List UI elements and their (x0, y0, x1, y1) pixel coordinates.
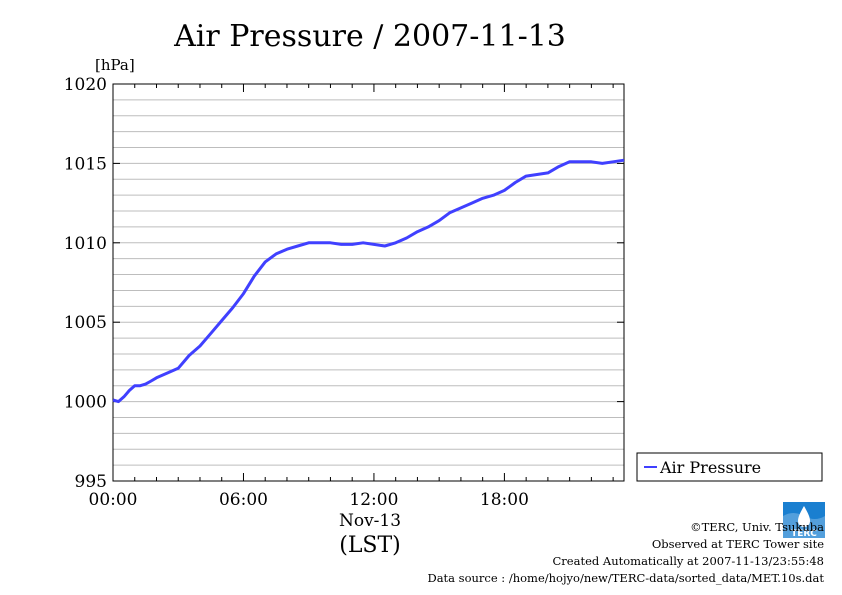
y-tick-label: 1020 (64, 75, 107, 95)
y-tick-label: 995 (75, 472, 107, 492)
footer-copyright: ©TERC, Univ. Tsukuba (690, 520, 824, 534)
x-axis-ticks: 00:00 06:00 12:00 18:00 (89, 84, 614, 510)
logo-text: TERC (791, 529, 817, 538)
footer-source: Data source : /home/hojyo/new/TERC-data/… (427, 571, 824, 585)
x-tick-label: 18:00 (480, 490, 529, 510)
y-tick-label: 1005 (64, 313, 107, 333)
legend-entry-air-pressure: Air Pressure (659, 458, 761, 477)
y-axis-label: [hPa] (95, 56, 135, 74)
series-air-pressure-line (112, 158, 625, 404)
legend: Air Pressure (636, 452, 823, 482)
y-tick-label: 1010 (64, 234, 107, 254)
terc-logo: TERC (783, 502, 825, 538)
x-tick-label: 12:00 (349, 490, 398, 510)
x-tick-label: 06:00 (219, 490, 268, 510)
plot-frame (112, 83, 625, 482)
y-tick-label: 1015 (64, 154, 107, 174)
y-axis-ticks: 995 1000 1005 1010 1015 1020 (64, 75, 624, 492)
footer-created: Created Automatically at 2007-11-13/23:5… (552, 554, 825, 568)
chart-title: Air Pressure / 2007-11-13 (173, 19, 566, 54)
y-tick-label: 1000 (64, 393, 107, 413)
footer-site: Observed at TERC Tower site (651, 537, 824, 551)
x-tick-label: 00:00 (89, 490, 138, 510)
x-date-label: Nov-13 (339, 511, 401, 531)
grid-lines (113, 99, 624, 466)
legend-box (636, 452, 823, 482)
x-axis-label: (LST) (339, 533, 401, 558)
